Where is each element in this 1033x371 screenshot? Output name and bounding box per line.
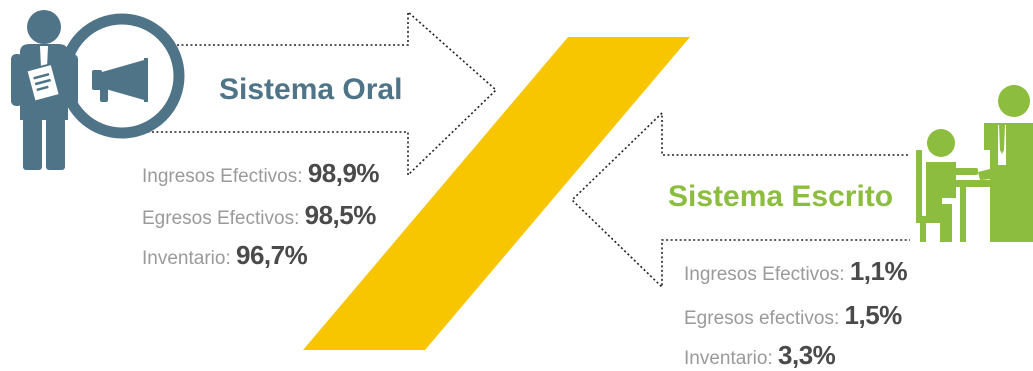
yellow-divider-slash [303,37,690,350]
stat-value: 1,5% [844,300,903,330]
stat-value: 1,1% [849,256,908,286]
stat-label: Ingresos Efectivos: [684,264,845,285]
oral-icon-group [11,10,185,170]
oral-stat-ingresos: Ingresos Efectivos: 98,9% [142,158,380,189]
oral-dotted-arrow [140,10,498,177]
stat-value: 96,7% [236,240,308,270]
megaphone-icon [92,58,148,102]
escrito-stat-egresos: Egresos efectivos: 1,5% [684,300,902,331]
stat-label: Ingresos Efectivos: [142,166,303,187]
oral-title: Sistema Oral [219,73,403,106]
escrito-stat-inventario: Inventario: 3,3% [684,340,836,371]
stat-value: 98,5% [304,200,377,230]
escrito-title: Sistema Escrito [668,180,894,213]
stat-value: 3,3% [778,340,836,370]
oral-stat-inventario: Inventario: 96,7% [142,240,308,271]
person-with-document-icon [11,10,78,170]
stat-value: 98,9% [307,158,380,188]
stat-label: Inventario: [142,248,231,269]
escrito-dotted-arrow [570,111,910,289]
escrito-stat-ingresos: Ingresos Efectivos: 1,1% [684,256,908,287]
stat-label: Inventario: [684,348,773,369]
oral-stat-egresos: Egresos Efectivos: 98,5% [142,200,376,231]
stat-label: Egresos efectivos: [684,308,840,329]
people-at-desk-icon [916,85,1033,242]
stat-label: Egresos Efectivos: [142,208,300,229]
